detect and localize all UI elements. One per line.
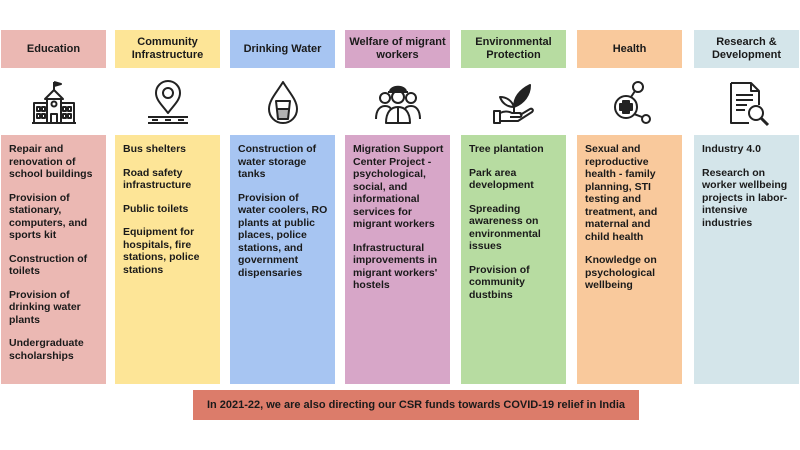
covid-relief-banner: In 2021-22, we are also directing our CS…	[193, 390, 639, 420]
list-item: Provision of stationary, computers, and …	[9, 191, 88, 242]
list-item: Public toilets	[123, 202, 189, 215]
column-community: Community Infrastructure Bus shelters Ro…	[115, 30, 220, 384]
column-migrant: Welfare of migrant workers Migration Sup…	[345, 30, 450, 384]
column-education: Education Repair and renovation of schoo…	[1, 30, 106, 384]
worker-group-icon	[345, 68, 450, 138]
list-item: Road safety infrastructure	[123, 166, 192, 192]
list-item: Provision of community dustbins	[469, 263, 530, 301]
list-item: Provision of drinking water plants	[9, 288, 81, 326]
column-body-research: Industry 4.0 Research on worker wellbein…	[694, 135, 799, 384]
hand-sprout-icon	[461, 68, 566, 138]
column-body-water: Construction of water storage tanks Prov…	[230, 135, 335, 384]
column-environment: Environmental Protection Tree plantation…	[461, 30, 566, 384]
water-drop-glass-icon	[230, 68, 335, 138]
column-header-migrant: Welfare of migrant workers	[345, 30, 450, 68]
list-item: Sexual and reproductive health - family …	[585, 143, 658, 243]
list-item: Construction of water storage tanks	[238, 143, 317, 180]
list-item: Equipment for hospitals, fire stations, …	[123, 226, 200, 276]
column-header-environment: Environmental Protection	[461, 30, 566, 68]
list-item: Spreading awareness on environmental iss…	[469, 202, 541, 253]
column-header-community: Community Infrastructure	[115, 30, 220, 68]
column-body-health: Sexual and reproductive health - family …	[577, 135, 682, 384]
document-search-icon	[694, 68, 799, 138]
list-item: Repair and renovation of school building…	[9, 143, 93, 180]
column-header-health: Health	[577, 30, 682, 68]
column-header-water: Drinking Water	[230, 30, 335, 68]
column-research: Research & Development Industry 4.0 Rese…	[694, 30, 799, 384]
column-health: Health Sexual and reproductive health - …	[577, 30, 682, 384]
list-item: Provision of water coolers, RO plants at…	[238, 191, 328, 279]
location-pin-icon	[115, 68, 220, 138]
list-item: Construction of toilets	[9, 252, 88, 278]
list-item: Tree plantation	[469, 143, 544, 155]
list-item: Undergraduate scholarships	[9, 337, 84, 362]
column-body-environment: Tree plantation Park area development Sp…	[461, 135, 566, 384]
list-item: Park area development	[469, 166, 534, 192]
column-water: Drinking Water Construction of water sto…	[230, 30, 335, 384]
column-header-education: Education	[1, 30, 106, 68]
school-building-icon	[1, 68, 106, 138]
column-header-research: Research & Development	[694, 30, 799, 68]
list-item: Research on worker wellbeing projects in…	[702, 166, 788, 229]
list-item: Industry 4.0	[702, 143, 761, 155]
list-item: Migration Support Center Project - psych…	[353, 143, 444, 230]
column-body-community: Bus shelters Road safety infrastructure …	[115, 135, 220, 384]
health-network-icon	[577, 68, 682, 138]
list-item: Infrastructural improvements in migrant …	[353, 241, 438, 292]
column-body-education: Repair and renovation of school building…	[1, 135, 106, 384]
column-body-migrant: Migration Support Center Project - psych…	[345, 135, 450, 384]
list-item: Bus shelters	[123, 143, 187, 155]
list-item: Knowledge on psychological wellbeing	[585, 254, 657, 291]
